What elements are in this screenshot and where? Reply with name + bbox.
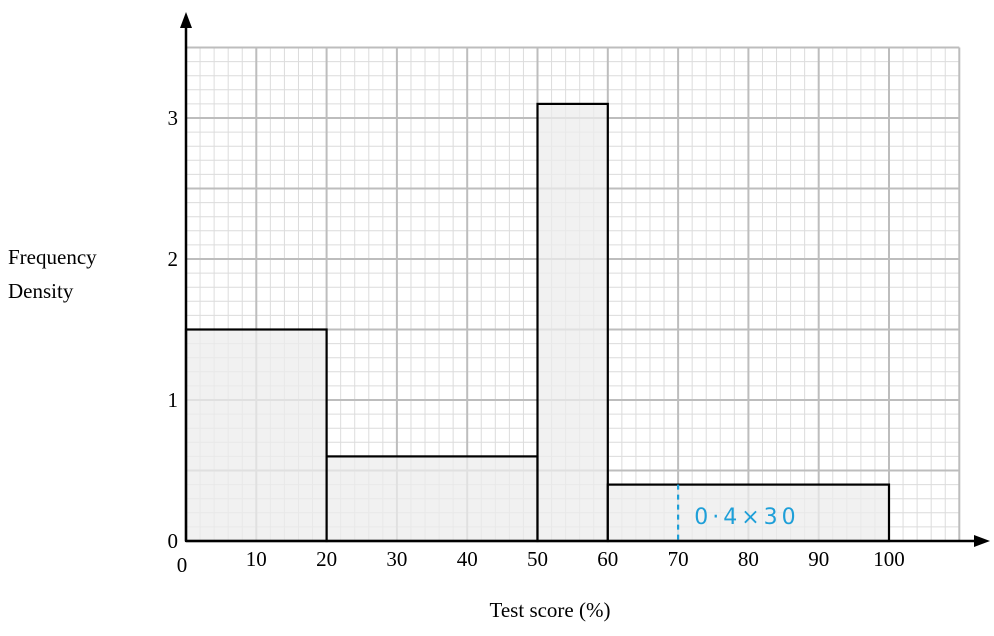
x-tick-label-90: 90 xyxy=(808,547,829,571)
x-tick-label-70: 70 xyxy=(668,547,689,571)
histogram-bar-4 xyxy=(606,483,891,543)
y-tick-label-0: 0 xyxy=(168,529,179,553)
x-axis-label: Test score (%) xyxy=(490,598,611,622)
tick-labels: 0 10 20 30 40 50 60 70 80 90 100 0 1 2 3 xyxy=(168,106,905,577)
y-tick-label-3: 3 xyxy=(168,106,179,130)
x-tick-label-60: 60 xyxy=(597,547,618,571)
x-tick-label-100: 100 xyxy=(873,547,905,571)
y-axis-label-line-1: Frequency xyxy=(8,245,97,269)
x-tick-label-50: 50 xyxy=(527,547,548,571)
histogram-bar-2 xyxy=(325,455,539,543)
x-tick-label-20: 20 xyxy=(316,547,337,571)
x-tick-label-10: 10 xyxy=(246,547,267,571)
x-tick-label-0: 0 xyxy=(177,553,188,577)
axes xyxy=(180,12,990,547)
histogram-bar-1 xyxy=(184,328,328,543)
x-axis-arrowhead xyxy=(974,535,990,547)
x-tick-label-80: 80 xyxy=(738,547,759,571)
y-axis-label-line-2: Density xyxy=(8,279,74,303)
x-tick-label-40: 40 xyxy=(457,547,478,571)
histogram-bar-3 xyxy=(536,102,609,543)
annotation-group: 0·4×30 xyxy=(676,484,799,541)
y-tick-label-2: 2 xyxy=(168,247,179,271)
annotation-text: 0·4×30 xyxy=(694,505,799,530)
y-axis-arrowhead xyxy=(180,12,192,28)
y-tick-label-1: 1 xyxy=(168,388,179,412)
histogram-bars xyxy=(184,102,891,543)
x-tick-label-30: 30 xyxy=(386,547,407,571)
